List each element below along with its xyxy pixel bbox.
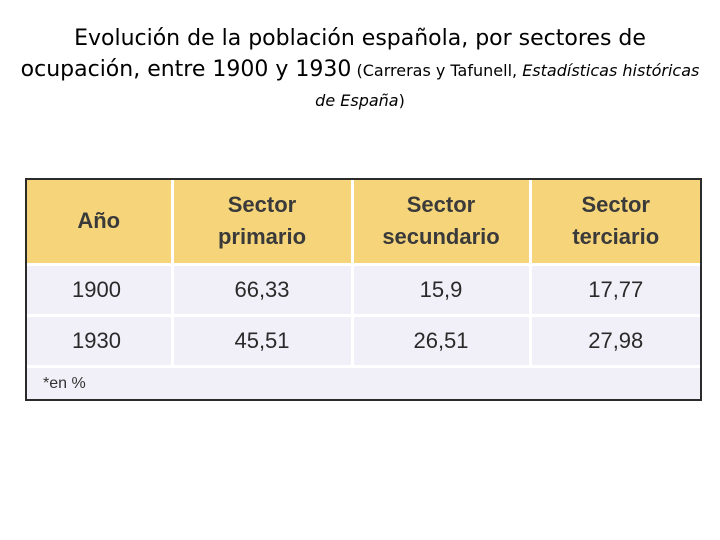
cell-year: 1900 xyxy=(27,264,174,317)
header-primary-sector: Sector primario xyxy=(172,180,354,266)
cell-tertiary: 17,77 xyxy=(530,264,700,317)
reference-open: (Carreras y Tafunell, xyxy=(356,61,523,80)
cell-secondary: 15,9 xyxy=(352,264,532,317)
cell-primary: 66,33 xyxy=(172,264,354,317)
table-row: 1900 66,33 15,9 17,77 xyxy=(27,264,700,317)
cell-primary: 45,51 xyxy=(172,315,354,368)
cell-secondary: 26,51 xyxy=(352,315,532,368)
table-note: *en % xyxy=(43,375,86,392)
table-header-row: Año Sector primario Sector secundario Sect… xyxy=(27,180,700,266)
page-title: Evolución de la población española, por … xyxy=(20,24,700,116)
header-year: Año xyxy=(27,180,174,266)
cell-year: 1930 xyxy=(27,315,174,368)
header-tertiary-sector: Sector terciario xyxy=(530,180,700,266)
reference-source: Estadísticas históricas de España xyxy=(315,61,700,110)
title-main: Evolución de la población española, por … xyxy=(20,26,646,82)
title-reference: (Carreras y Tafunell, Estadísticas histó… xyxy=(315,61,699,110)
reference-close: ) xyxy=(398,91,405,110)
cell-tertiary: 27,98 xyxy=(530,315,700,368)
table-row: 1930 45,51 26,51 27,98 xyxy=(27,315,700,368)
header-secondary-sector: Sector secundario xyxy=(352,180,532,266)
population-table: Año Sector primario Sector secundario Sect… xyxy=(25,178,702,401)
